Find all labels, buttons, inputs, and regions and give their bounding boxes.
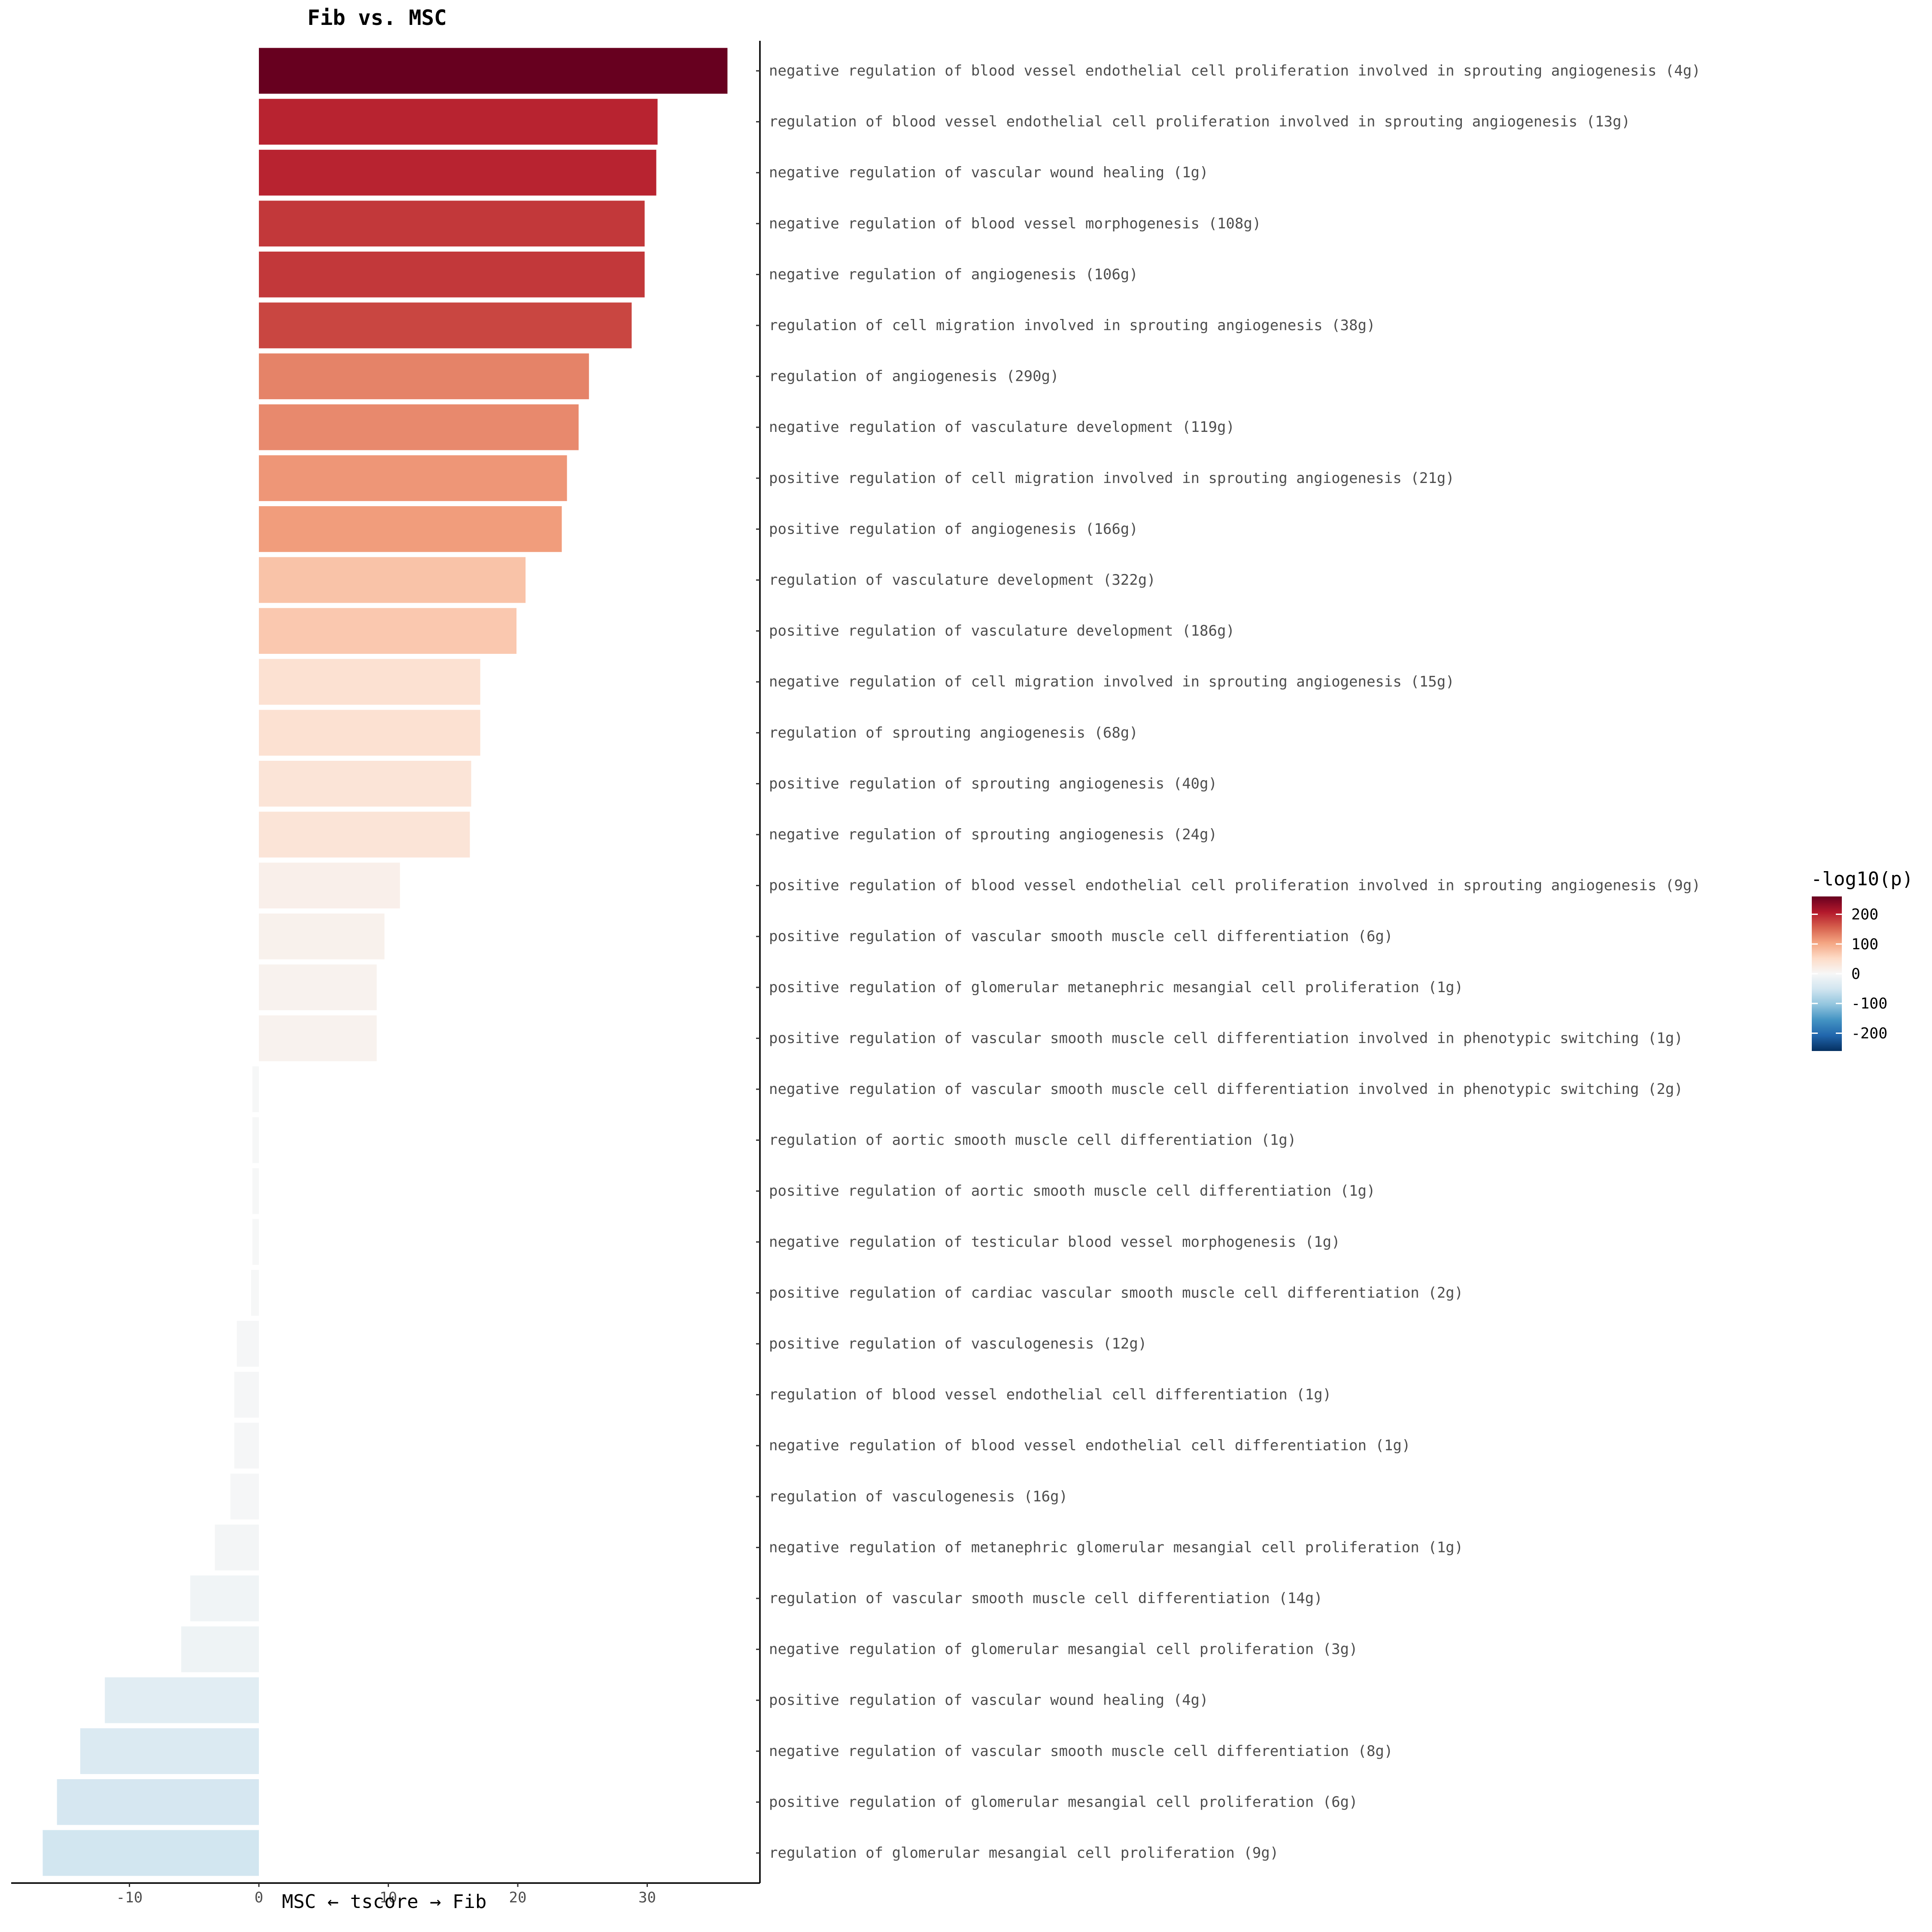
category-label: regulation of sprouting angiogenesis (68… [769, 724, 1138, 741]
category-label: negative regulation of blood vessel endo… [769, 1437, 1410, 1454]
category-label: negative regulation of vascular smooth m… [769, 1743, 1393, 1760]
x-tick-label: 0 [255, 1889, 263, 1906]
category-label: positive regulation of vascular wound he… [769, 1692, 1209, 1709]
bar [215, 1525, 259, 1571]
category-label: positive regulation of aortic smooth mus… [769, 1182, 1375, 1200]
category-label: regulation of blood vessel endothelial c… [769, 1386, 1331, 1403]
legend-tick-label: -100 [1851, 995, 1887, 1012]
category-label: positive regulation of vasculature devel… [769, 623, 1235, 640]
legend-tick-label: -200 [1851, 1025, 1887, 1042]
category-label: regulation of vasculature development (3… [769, 571, 1156, 589]
x-axis-title: MSC ← tscore → Fib [282, 1891, 487, 1913]
legend-title: -log10(p) [1811, 868, 1913, 890]
bar [190, 1575, 259, 1622]
category-label: positive regulation of cell migration in… [769, 470, 1455, 487]
category-label: negative regulation of blood vessel morp… [769, 215, 1261, 232]
bar [259, 404, 579, 450]
bar [234, 1372, 259, 1418]
bar [259, 863, 400, 908]
category-label: regulation of vasculogenesis (16g) [769, 1488, 1068, 1505]
category-label: positive regulation of sprouting angioge… [769, 775, 1217, 792]
bar [259, 913, 385, 960]
bar [259, 252, 645, 298]
category-label: negative regulation of blood vessel endo… [769, 62, 1701, 79]
legend-ticks: 200 100 0 -100 -200 [1812, 906, 1887, 1042]
category-label: regulation of cell migration involved in… [769, 317, 1375, 334]
x-tick-label: -10 [116, 1889, 143, 1906]
bar [259, 48, 728, 94]
category-label: positive regulation of vascular smooth m… [769, 1030, 1683, 1047]
category-label: negative regulation of metanephric glome… [769, 1539, 1463, 1556]
x-axis-ticks: -10 0 10 20 30 [116, 1883, 656, 1906]
category-label: negative regulation of sprouting angioge… [769, 826, 1217, 843]
bar [259, 200, 645, 247]
category-label: regulation of vascular smooth muscle cel… [769, 1590, 1323, 1607]
bar [252, 1066, 259, 1112]
bar [43, 1830, 259, 1876]
category-label: positive regulation of cardiac vascular … [769, 1284, 1463, 1301]
category-label: positive regulation of glomerular mesang… [769, 1793, 1358, 1810]
bar [259, 455, 567, 501]
bar [230, 1473, 259, 1520]
x-tick-label: 30 [638, 1889, 656, 1906]
bar [259, 964, 377, 1011]
category-label: negative regulation of glomerular mesang… [769, 1641, 1358, 1658]
category-label: negative regulation of angiogenesis (106… [769, 266, 1138, 283]
bar [259, 302, 632, 349]
legend-tick-label: 0 [1851, 966, 1860, 983]
bar [259, 608, 516, 654]
bar [259, 659, 480, 705]
category-labels: negative regulation of blood vessel endo… [756, 62, 1701, 1862]
x-tick-label: 10 [380, 1889, 397, 1906]
chart-title: Fib vs. MSC [307, 6, 447, 30]
bar [252, 1168, 259, 1214]
bar [234, 1422, 259, 1469]
bar [259, 710, 480, 756]
category-label: positive regulation of angiogenesis (166… [769, 520, 1138, 538]
bar [259, 506, 562, 552]
bar [80, 1728, 259, 1774]
category-label: regulation of blood vessel endothelial c… [769, 113, 1630, 131]
bar [259, 761, 471, 807]
category-label: negative regulation of vascular smooth m… [769, 1081, 1683, 1098]
category-label: positive regulation of blood vessel endo… [769, 877, 1701, 894]
category-label: positive regulation of vasculogenesis (1… [769, 1335, 1147, 1352]
legend-tick-label: 200 [1851, 906, 1878, 923]
category-label: positive regulation of glomerular metane… [769, 979, 1463, 996]
bar [252, 1117, 259, 1163]
category-label: negative regulation of testicular blood … [769, 1233, 1340, 1251]
category-label: positive regulation of vascular smooth m… [769, 928, 1393, 945]
color-legend: -log10(p) 200 100 0 -100 -200 [1811, 868, 1913, 1051]
bar [259, 811, 470, 858]
bar [181, 1626, 259, 1672]
x-tick-label: 20 [509, 1889, 527, 1906]
bar [259, 557, 526, 603]
category-label: negative regulation of cell migration in… [769, 673, 1455, 690]
bar [251, 1270, 259, 1316]
category-label: negative regulation of vascular wound he… [769, 164, 1209, 181]
bar [259, 149, 656, 196]
bar [259, 99, 658, 145]
bars-group [43, 48, 728, 1876]
category-label: regulation of aortic smooth muscle cell … [769, 1132, 1296, 1149]
legend-tick-label: 100 [1851, 936, 1878, 953]
bar [237, 1321, 259, 1367]
bar [252, 1219, 259, 1265]
bar [259, 1015, 377, 1061]
bar [259, 353, 589, 399]
category-label: negative regulation of vasculature devel… [769, 419, 1235, 436]
bar [105, 1677, 259, 1723]
bar [57, 1779, 259, 1825]
category-label: regulation of angiogenesis (290g) [769, 368, 1059, 385]
category-label: regulation of glomerular mesangial cell … [769, 1844, 1279, 1862]
